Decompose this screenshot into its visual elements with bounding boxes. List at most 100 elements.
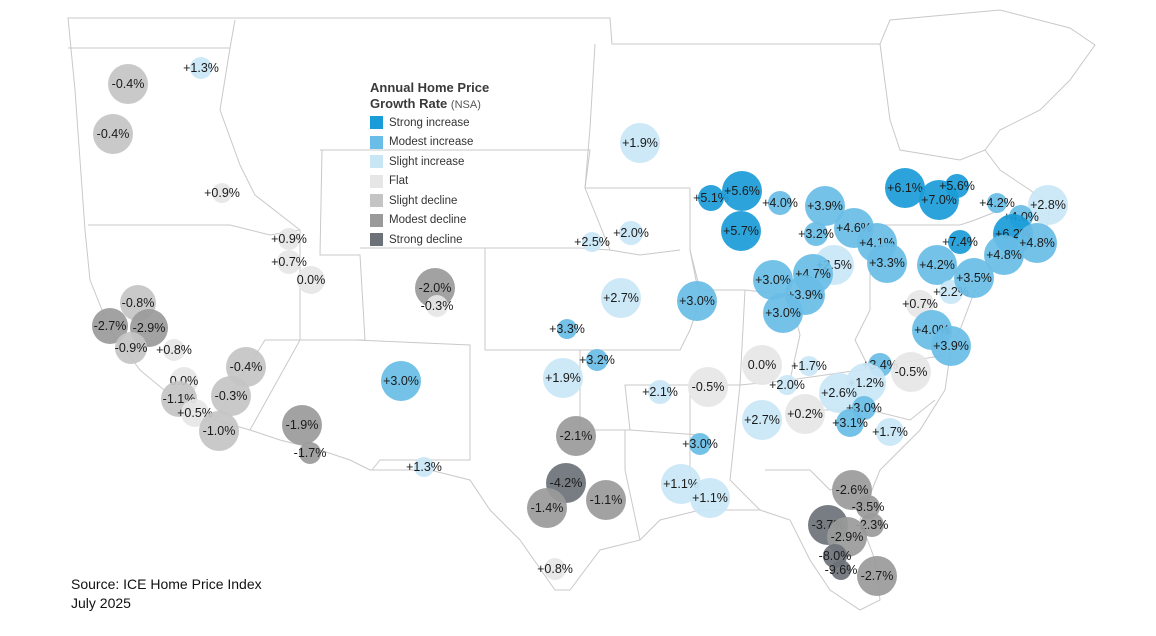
metro-value-label: +3.3% xyxy=(549,322,585,336)
metro-marker: -3.5% xyxy=(852,495,884,519)
metro-marker: -1.0% xyxy=(199,411,239,451)
metro-bubble xyxy=(620,123,660,163)
legend-label: Slight decline xyxy=(389,194,458,207)
metro-bubble xyxy=(619,221,643,245)
metro-value-label: -0.8% xyxy=(122,296,155,310)
metro-value-label: +1.7% xyxy=(872,425,908,439)
legend-label: Slight increase xyxy=(389,155,465,168)
metro-marker: +0.8% xyxy=(156,339,192,361)
metro-bubble xyxy=(586,480,626,520)
metro-bubble xyxy=(299,442,321,464)
metro-value-label: +3.0% xyxy=(383,374,419,388)
metro-bubble xyxy=(721,211,761,251)
metro-value-label: +3.2% xyxy=(579,353,615,367)
metro-value-label: -2.1% xyxy=(560,429,593,443)
legend-swatch xyxy=(370,194,383,208)
metro-marker: +4.2% xyxy=(979,193,1015,213)
metro-value-label: +3.9% xyxy=(807,199,843,213)
metro-value-label: +3.2% xyxy=(798,227,834,241)
metro-bubbles: +1.3% -0.4% -0.4% +0.9% +0.9% +0.7% 0.0% -2.0% -… xyxy=(92,57,1068,596)
metro-bubble xyxy=(931,326,971,366)
metro-value-label: -2.0% xyxy=(419,281,452,295)
metro-value-label: -1.0% xyxy=(203,424,236,438)
metro-marker: +1.9% xyxy=(620,123,660,163)
metro-marker: 0.0% xyxy=(742,345,782,385)
state-boundaries xyxy=(67,9,1096,611)
metro-value-label: +4.8% xyxy=(986,248,1022,262)
metro-value-label: +4.8% xyxy=(1019,236,1055,250)
metro-bubble xyxy=(689,433,711,455)
metro-value-label: -0.5% xyxy=(692,380,725,394)
metro-bubble xyxy=(698,185,724,211)
metro-value-label: +2.8% xyxy=(1030,198,1066,212)
metro-bubble xyxy=(799,356,819,376)
legend-item-slight-decline: Slight decline xyxy=(370,191,530,211)
metro-value-label: -2.7% xyxy=(94,319,127,333)
metro-marker: +6.1% xyxy=(885,168,925,208)
metro-value-label: +3.0% xyxy=(682,437,718,451)
legend-label: Strong decline xyxy=(389,233,463,246)
metro-value-label: +2.1% xyxy=(642,385,678,399)
metro-value-label: -0.3% xyxy=(421,299,454,313)
metro-value-label: -2.9% xyxy=(133,321,166,335)
metro-marker: -1.4% xyxy=(527,488,567,528)
metro-bubble xyxy=(804,222,828,246)
metro-bubble xyxy=(190,57,212,79)
source-line: Source: ICE Home Price Index xyxy=(71,576,262,592)
metro-value-label: -9.6% xyxy=(825,563,858,577)
metro-bubble xyxy=(557,319,577,339)
metro-marker: +3.0% xyxy=(682,433,718,455)
metro-value-label: +5.7% xyxy=(723,224,759,238)
metro-bubble xyxy=(212,183,232,203)
metro-marker: +3.2% xyxy=(579,349,615,371)
metro-bubble xyxy=(984,235,1024,275)
metro-value-label: -1.9% xyxy=(286,418,319,432)
metro-marker: +2.1% xyxy=(642,380,678,404)
legend-item-modest-increase: Modest increase xyxy=(370,133,530,153)
metro-value-label: 0.0% xyxy=(297,273,326,287)
metro-bubble xyxy=(876,418,904,446)
metro-value-label: +1.3% xyxy=(406,460,442,474)
legend-swatch xyxy=(370,174,383,188)
metro-marker: +5.6% xyxy=(939,174,975,198)
metro-marker: -0.5% xyxy=(688,367,728,407)
metro-value-label: +3.9% xyxy=(933,339,969,353)
metro-marker: +0.9% xyxy=(271,228,307,250)
metro-bubble xyxy=(381,361,421,401)
metro-bubble xyxy=(297,266,325,294)
metro-marker: -0.5% xyxy=(891,352,931,392)
metro-bubble xyxy=(115,332,147,364)
legend-swatch xyxy=(370,213,383,227)
metro-bubble xyxy=(163,339,185,361)
metro-marker: +2.6% xyxy=(819,373,859,413)
metro-bubble xyxy=(885,168,925,208)
legend-label: Modest increase xyxy=(389,136,474,149)
metro-bubble xyxy=(948,230,972,254)
metro-value-label: 0.0% xyxy=(748,358,777,372)
metro-marker: -2.1% xyxy=(556,416,596,456)
metro-value-label: +4.2% xyxy=(979,196,1015,210)
metro-marker: -1.7% xyxy=(294,442,326,464)
metro-marker: +3.9% xyxy=(931,326,971,366)
metro-marker: +5.6% xyxy=(722,171,762,211)
metro-value-label: +0.5% xyxy=(177,406,213,420)
legend-swatch xyxy=(370,233,383,247)
metro-bubble xyxy=(805,186,845,226)
metro-bubble xyxy=(415,268,455,308)
metro-value-label: -0.9% xyxy=(115,341,148,355)
metro-marker: -0.3% xyxy=(421,295,454,317)
metro-marker: +3.2% xyxy=(798,222,834,246)
metro-value-label: -0.5% xyxy=(895,365,928,379)
metro-bubble xyxy=(582,232,602,252)
metro-bubble xyxy=(768,191,792,215)
metro-marker: +2.5% xyxy=(574,232,610,252)
metro-marker: +0.8% xyxy=(537,558,573,580)
metro-marker: +2.0% xyxy=(613,221,649,245)
metro-bubble xyxy=(211,376,251,416)
metro-marker: +7.4% xyxy=(942,230,978,254)
metro-bubble xyxy=(742,345,782,385)
metro-bubble xyxy=(277,250,301,274)
metro-bubble xyxy=(414,457,434,477)
metro-value-label: -8.0% xyxy=(819,549,852,563)
